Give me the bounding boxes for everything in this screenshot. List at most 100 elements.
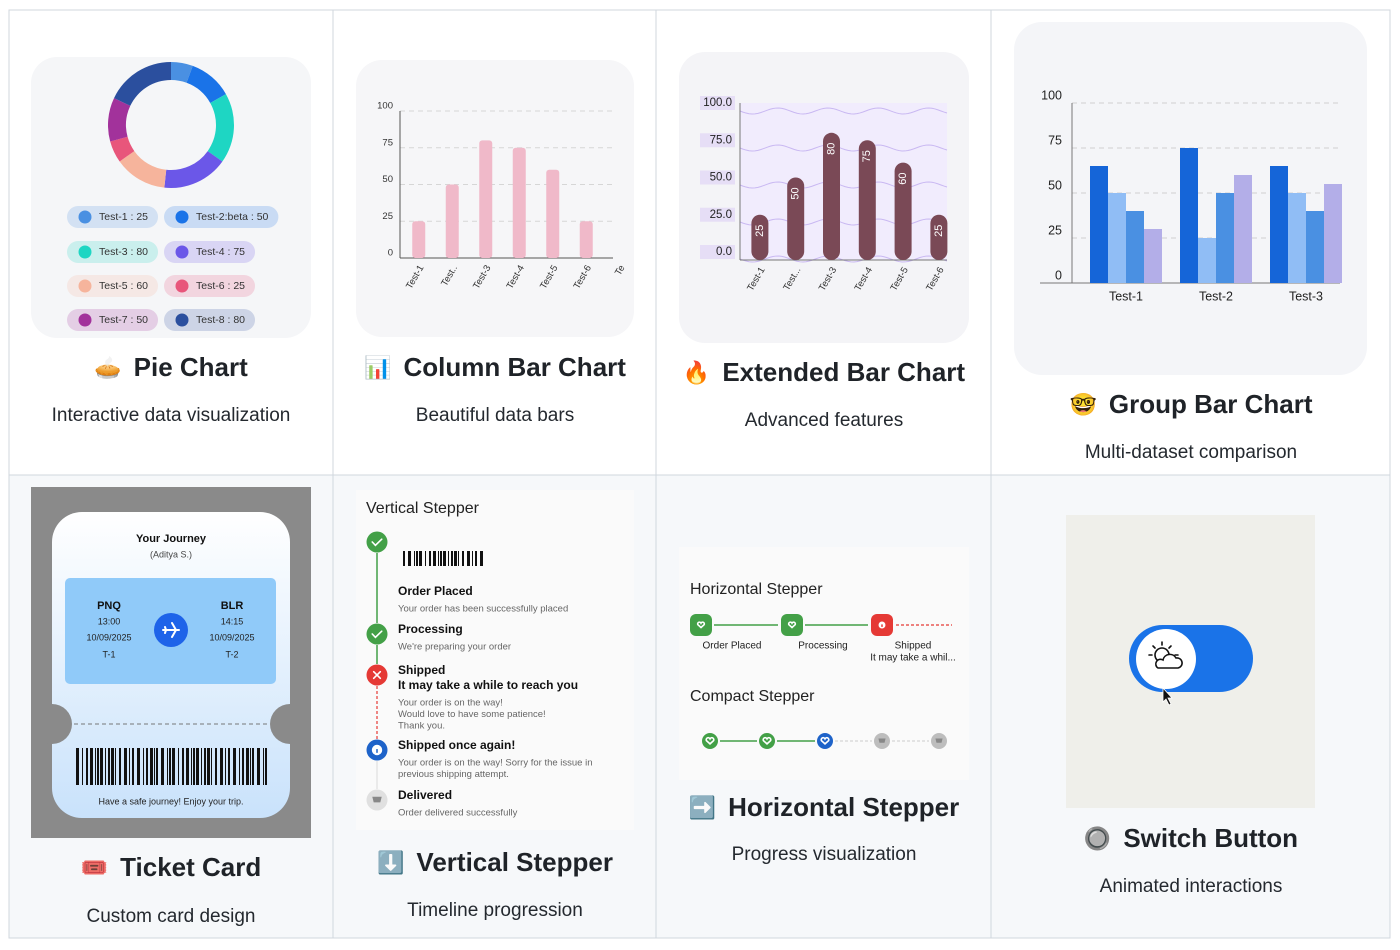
- bar-value-label: 25: [754, 225, 766, 237]
- y-tick-label: 25.0: [710, 209, 732, 221]
- terminal: T-2: [225, 649, 238, 659]
- card-title: ➡️ Horizontal Stepper: [689, 792, 960, 822]
- barcode-bar: [443, 551, 446, 566]
- knob-icon-rays: [1148, 641, 1179, 656]
- barcode-bar: [154, 748, 155, 785]
- flight-time: 14:15: [221, 616, 244, 626]
- step-description: Your order is on the way! Sorry for the …: [398, 758, 593, 769]
- barcode-bar: [425, 551, 426, 566]
- legend-pill-bg: [67, 241, 159, 263]
- knob-icon-cloud: [1154, 653, 1183, 669]
- legend-pill: Test-6 : 25: [164, 275, 256, 297]
- barcode-bar: [111, 748, 114, 785]
- bar: [1108, 193, 1126, 283]
- pie-card: [31, 57, 311, 338]
- step-note: It may take a whil...: [870, 653, 956, 664]
- legend-label: Test-4 : 75: [196, 246, 245, 258]
- legend-label: Test-8 : 80: [196, 314, 245, 326]
- barcode-bar: [475, 551, 477, 566]
- ticket-notch: [270, 704, 310, 744]
- ticket-footer: Have a safe journey! Enjoy your trip.: [98, 796, 243, 806]
- barcode-bar: [115, 748, 116, 785]
- wave-decoration: [739, 181, 948, 189]
- barcode-bar: [90, 748, 93, 785]
- card-emoji: 🤓: [1069, 392, 1096, 417]
- donut-segment: [108, 98, 131, 142]
- barcode-bar: [246, 748, 249, 785]
- barcode-bar: [225, 748, 226, 785]
- barcode-bar: [242, 748, 244, 785]
- card-title: 🥧 Pie Chart: [94, 352, 248, 382]
- barcode-bar: [178, 748, 179, 785]
- legend-dot: [78, 279, 92, 293]
- y-tick-label: 50.0: [710, 172, 732, 184]
- bar-value-label: 75: [861, 150, 873, 162]
- y-tick-label: 100: [377, 101, 393, 112]
- barcode-bar: [257, 748, 260, 785]
- legend-label: Test-6 : 25: [196, 280, 245, 292]
- card-emoji: 📊: [364, 355, 391, 380]
- bar: [1306, 211, 1324, 283]
- step-description: Would love to have some patience!: [398, 709, 546, 720]
- y-tick-label: 50: [382, 174, 393, 185]
- ticket-header: Your Journey: [136, 533, 207, 545]
- card-title-text: Switch Button: [1123, 823, 1298, 853]
- y-tick-label: 75: [382, 137, 393, 148]
- y-tick-label: 100.0: [703, 97, 732, 109]
- barcode-bar: [454, 551, 457, 566]
- bar: [512, 147, 526, 258]
- barcode-bar: [119, 748, 121, 785]
- bar-value-label: 25: [933, 225, 945, 237]
- bar: [546, 169, 560, 258]
- donut-segment: [186, 65, 226, 103]
- barcode-bar: [143, 748, 144, 785]
- card-emoji: ⬇️: [377, 850, 404, 875]
- bar-value-label: 50: [790, 187, 802, 199]
- bar-value-label: 60: [897, 172, 909, 184]
- flight-date: 10/09/2025: [209, 632, 254, 642]
- legend-pill: Test-5 : 60: [67, 275, 159, 297]
- barcode-bar: [451, 551, 453, 566]
- step-icon: [785, 618, 799, 632]
- barcode-bar: [211, 748, 212, 785]
- barcode-bar: [204, 748, 206, 785]
- ticket-passenger: (Aditya S.): [150, 549, 192, 559]
- barcode-bar: [207, 748, 210, 785]
- barcode-bar: [403, 551, 405, 566]
- barcode-bar: [458, 551, 459, 566]
- step-description: Your order is on the way!: [398, 698, 503, 709]
- icon-heart: [787, 621, 797, 629]
- legend-label: Test-5 : 60: [99, 280, 148, 292]
- barcode-bar: [146, 748, 148, 785]
- legend-label: Test-7 : 50: [99, 314, 148, 326]
- barcode-bar: [124, 748, 127, 785]
- step-label: Processing: [798, 641, 847, 652]
- card-title-text: Group Bar Chart: [1109, 389, 1313, 419]
- legend-pill: Test-2:beta : 50: [164, 206, 279, 228]
- step-icon: [817, 733, 833, 749]
- barcode-bar: [233, 748, 236, 785]
- card-title: 📊 Column Bar Chart: [364, 352, 626, 382]
- terminal: T-1: [102, 649, 115, 659]
- icon-cart: [935, 738, 943, 743]
- ticket-notch: [32, 704, 72, 744]
- stepper-heading: Vertical Stepper: [366, 500, 480, 517]
- legend-pill: Test-3 : 80: [67, 241, 159, 263]
- bar: [787, 177, 805, 260]
- legend-dot: [175, 313, 189, 327]
- card-title-text: Ticket Card: [120, 852, 261, 882]
- bar: [1090, 166, 1108, 283]
- icon-heart: [696, 621, 706, 629]
- bar: [1144, 229, 1162, 283]
- barcode-bar: [169, 748, 171, 785]
- legend-pill: Test-8 : 80: [164, 309, 256, 331]
- barcode-bar: [76, 748, 79, 785]
- barcode-bar: [82, 748, 83, 785]
- barcode-bar: [86, 748, 88, 785]
- bar: [479, 140, 493, 258]
- legend-dot: [78, 313, 92, 327]
- donut-segment: [171, 62, 193, 83]
- y-tick-box: [700, 96, 735, 110]
- legend-label: Test-3 : 80: [99, 246, 148, 258]
- card-title-text: Extended Bar Chart: [722, 357, 965, 387]
